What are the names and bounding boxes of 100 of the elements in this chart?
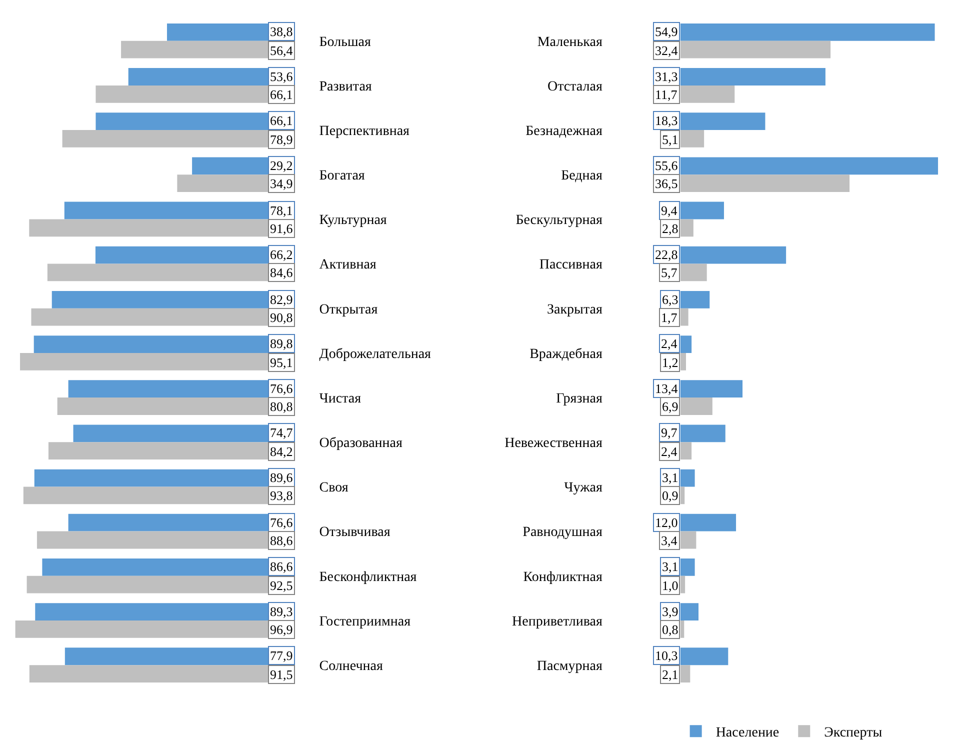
bar: [177, 174, 268, 192]
bar: [680, 531, 696, 549]
bar: [47, 264, 268, 282]
bar: [121, 40, 268, 58]
bar: [26, 576, 268, 594]
bar: [62, 130, 268, 148]
bar: [680, 174, 850, 192]
bar: [36, 531, 268, 549]
bar: [680, 469, 695, 487]
bar: [680, 603, 699, 620]
data-label: 86,6: [270, 559, 294, 574]
data-label: 29,2: [270, 158, 293, 173]
bar: [680, 576, 686, 594]
data-label: 10,3: [655, 648, 678, 663]
data-label: 5,1: [662, 132, 678, 147]
bar: [680, 85, 735, 103]
data-label: 3,1: [662, 559, 678, 574]
bar: [31, 308, 268, 326]
y-tick-label: Богатая: [319, 168, 366, 184]
y-tick-label: Своя: [319, 480, 349, 496]
data-label: 92,5: [270, 578, 293, 593]
bar: [29, 219, 268, 237]
data-label: 1,2: [662, 355, 678, 370]
y-tick-label: Грязная: [556, 391, 603, 406]
y-tick-label: Безнадежная: [526, 124, 603, 139]
bar: [48, 442, 268, 460]
data-label: 38,8: [270, 24, 293, 39]
y-tick-label: Отсталая: [548, 79, 603, 94]
y-tick-label: Развитая: [319, 79, 372, 94]
data-label: 66,2: [270, 247, 293, 262]
data-label: 84,2: [270, 444, 293, 459]
bar: [95, 246, 268, 264]
bar: [20, 352, 268, 370]
data-label: 95,1: [270, 355, 293, 370]
data-label: 66,1: [270, 87, 293, 102]
bar: [128, 68, 268, 86]
y-tick-label: Гостеприимная: [319, 614, 412, 630]
y-tick-label: Бедная: [561, 168, 603, 184]
data-label: 2,4: [661, 336, 678, 351]
data-label: 31,3: [655, 69, 678, 84]
y-tick-label: Открытая: [319, 302, 378, 318]
data-label: 53,6: [270, 69, 294, 84]
bar: [680, 558, 695, 576]
bar: [96, 85, 268, 103]
legend-label: Население: [716, 726, 780, 741]
data-label: 0,9: [662, 488, 678, 503]
data-label: 13,4: [655, 381, 678, 396]
bar: [680, 648, 728, 666]
bar: [680, 112, 766, 130]
data-label: 80,8: [270, 399, 293, 414]
bar: [680, 40, 831, 58]
y-tick-label: Равнодушная: [522, 525, 603, 540]
bar: [35, 603, 268, 620]
legend-label: Эксперты: [824, 726, 883, 741]
bar: [34, 469, 268, 487]
bar: [680, 264, 707, 282]
y-tick-label: Враждебная: [530, 346, 603, 362]
bar: [680, 665, 690, 682]
bar: [680, 290, 710, 308]
data-label: 32,4: [655, 43, 678, 58]
data-label: 76,6: [270, 381, 294, 396]
data-label: 93,8: [270, 488, 293, 503]
y-tick-label: Пасмурная: [536, 658, 603, 674]
y-tick-label: Перспективная: [319, 124, 410, 139]
data-label: 56,4: [270, 43, 294, 58]
bar: [680, 68, 826, 86]
y-tick-label: Невежественная: [504, 436, 603, 452]
bar: [52, 290, 268, 308]
y-tick-label: Доброжелательная: [319, 346, 432, 362]
bar: [73, 424, 268, 442]
bar: [29, 665, 268, 682]
y-tick-label: Бескультурная: [516, 213, 603, 228]
data-label: 2,1: [662, 667, 678, 682]
bar: [680, 352, 686, 370]
data-label: 12,0: [655, 515, 678, 530]
data-label: 3,4: [661, 533, 678, 548]
bar: [680, 23, 935, 41]
data-label: 84,6: [270, 265, 294, 280]
y-tick-label: Закрытая: [547, 302, 603, 318]
data-label: 0,8: [662, 622, 678, 637]
bar: [34, 336, 268, 353]
bar: [64, 648, 268, 666]
data-label: 88,6: [270, 533, 294, 548]
data-label: 3,9: [662, 604, 678, 619]
data-label: 34,9: [270, 176, 293, 191]
data-label: 2,4: [661, 444, 678, 459]
data-label: 74,7: [270, 425, 294, 440]
data-label: 89,6: [270, 470, 294, 485]
data-label: 96,9: [270, 622, 293, 637]
data-label: 6,9: [662, 399, 678, 414]
data-label: 91,6: [270, 221, 294, 236]
bar: [680, 246, 786, 264]
data-label: 55,6: [655, 158, 678, 173]
data-label: 9,4: [661, 203, 678, 218]
bar: [68, 514, 268, 532]
bar: [680, 398, 712, 415]
bar: [680, 308, 688, 326]
bar: [680, 486, 685, 504]
bar: [680, 157, 938, 175]
y-tick-label: Активная: [319, 258, 377, 273]
